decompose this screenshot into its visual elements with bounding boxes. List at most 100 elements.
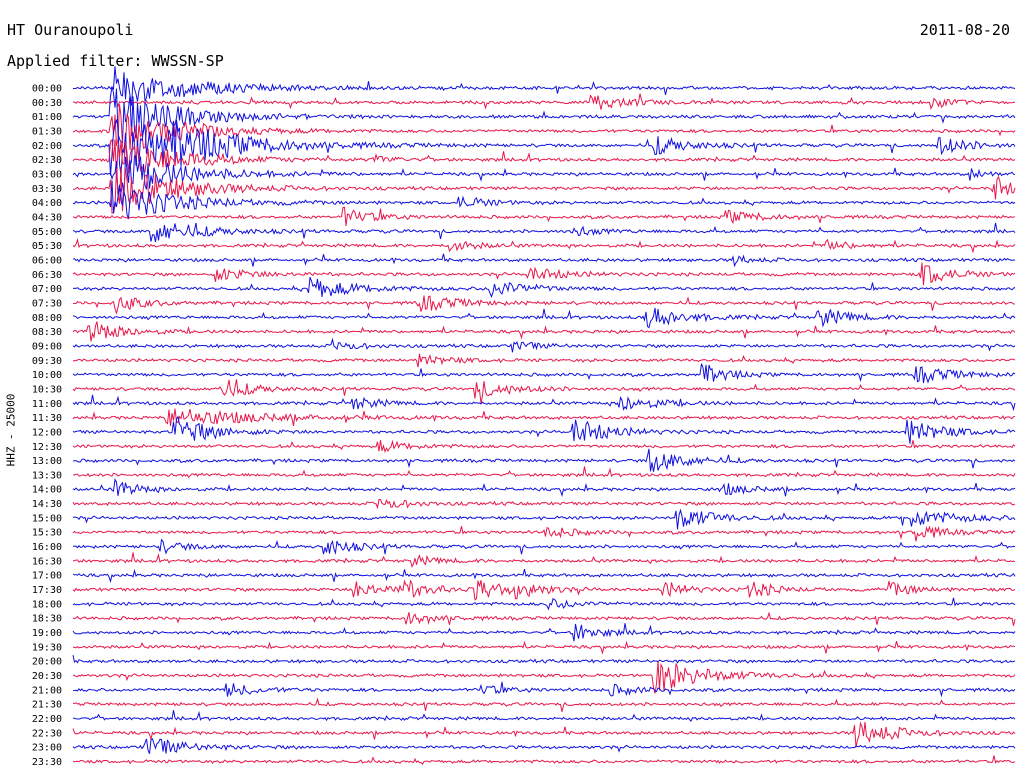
trace-row-0500 [72, 222, 1016, 243]
station-title: HT Ouranoupoli [7, 21, 134, 39]
row-time-label: 05:30 [32, 241, 62, 252]
row-time-label: 22:30 [32, 728, 62, 739]
trace-row-1800 [72, 597, 1016, 611]
trace-row-0030 [72, 93, 1016, 110]
trace-row-1700 [72, 568, 1016, 584]
row-time-label: 18:30 [32, 614, 62, 625]
row-time-label: 02:30 [32, 155, 62, 166]
trace-row-2230 [72, 721, 1016, 748]
row-time-label: 06:30 [32, 270, 62, 281]
trace-row-0830 [72, 321, 1016, 342]
row-time-label: 23:00 [32, 743, 62, 754]
row-time-label: 03:00 [32, 169, 62, 180]
trace-row-1200 [72, 415, 1016, 444]
trace-row-2100 [72, 681, 1016, 698]
trace-row-0600 [72, 253, 1015, 268]
row-time-label: 01:30 [32, 126, 62, 137]
trace-row-1330 [72, 466, 1016, 479]
row-time-label: 09:00 [32, 341, 62, 352]
trace-row-1900 [72, 623, 1016, 642]
trace-row-1430 [72, 498, 1016, 510]
row-time-label: 21:30 [32, 700, 62, 711]
row-time-label: 17:00 [32, 571, 62, 582]
trace-row-0100 [72, 86, 1016, 143]
row-time-label: 12:30 [32, 442, 62, 453]
row-time-label: 07:30 [32, 298, 62, 309]
row-time-label: 21:00 [32, 685, 62, 696]
row-time-label: 07:00 [32, 284, 62, 295]
trace-row-0530 [72, 238, 1016, 254]
row-time-label: 16:00 [32, 542, 62, 553]
row-time-label: 06:00 [32, 255, 62, 266]
trace-row-0400 [72, 180, 1016, 220]
row-time-label: 04:30 [32, 212, 62, 223]
trace-row-1130 [72, 408, 1016, 427]
trace-row-2330 [72, 755, 1016, 766]
trace-row-1930 [72, 640, 1016, 655]
trace-row-2000 [72, 654, 1016, 664]
trace-row-1500 [72, 508, 1016, 530]
trace-row-0330 [72, 166, 1016, 214]
record-date: 2011-08-20 [919, 21, 1010, 39]
trace-row-1630 [73, 552, 1016, 568]
row-time-label: 20:00 [32, 657, 62, 668]
row-time-label: 09:30 [32, 356, 62, 367]
trace-row-1230 [72, 439, 1016, 453]
trace-row-2200 [72, 710, 1016, 722]
trace-row-2130 [72, 697, 1016, 712]
trace-row-0900 [72, 337, 1016, 353]
trace-row-0700 [72, 277, 1016, 298]
row-time-label: 05:00 [32, 227, 62, 238]
trace-row-1830 [72, 611, 1016, 626]
row-time-label: 15:30 [32, 528, 62, 539]
row-time-label: 01:00 [32, 112, 62, 123]
row-time-label: 19:00 [32, 628, 62, 639]
trace-row-0800 [72, 307, 1016, 329]
trace-row-1000 [72, 363, 1016, 384]
row-time-label: 17:30 [32, 585, 62, 596]
trace-row-1730 [72, 579, 1016, 601]
row-time-label: 11:30 [32, 413, 62, 424]
trace-row-2030 [72, 660, 1016, 694]
row-time-label: 16:30 [32, 556, 62, 567]
row-time-label: 08:00 [32, 313, 62, 324]
row-time-label: 12:00 [32, 427, 62, 438]
row-time-label: 18:00 [32, 599, 62, 610]
trace-row-0300 [72, 155, 1016, 196]
row-time-label: 14:00 [32, 485, 62, 496]
row-time-label: 10:30 [32, 384, 62, 395]
trace-row-1300 [72, 448, 1016, 472]
trace-row-0000 [72, 66, 1016, 106]
trace-row-2300 [72, 738, 1016, 754]
row-time-label: 00:00 [32, 84, 62, 95]
trace-row-0230 [72, 138, 1016, 179]
row-time-label: 00:30 [32, 98, 62, 109]
trace-row-1530 [72, 525, 1016, 542]
trace-row-1600 [73, 538, 1016, 555]
row-time-label: 08:30 [32, 327, 62, 338]
trace-row-0430 [72, 206, 1016, 226]
row-time-label: 19:30 [32, 642, 62, 653]
filter-label: Applied filter: WWSSN-SP [7, 52, 224, 70]
trace-row-1100 [72, 394, 1016, 412]
trace-row-0130 [72, 104, 1016, 153]
row-time-label: 13:00 [32, 456, 62, 467]
trace-row-0630 [72, 262, 1016, 286]
trace-row-0200 [72, 119, 1016, 176]
row-time-label: 15:00 [32, 513, 62, 524]
row-time-label: 22:00 [32, 714, 62, 725]
row-time-label: 03:30 [32, 184, 62, 195]
row-time-label: 23:30 [32, 757, 62, 768]
trace-row-0730 [72, 295, 1016, 315]
trace-row-1400 [72, 478, 1016, 498]
row-time-label: 13:30 [32, 470, 62, 481]
row-time-label: 04:00 [32, 198, 62, 209]
row-time-label: 02:00 [32, 141, 62, 152]
trace-row-0930 [72, 353, 1016, 368]
trace-row-1030 [72, 379, 1016, 404]
row-time-label: 10:00 [32, 370, 62, 381]
row-time-label: 20:30 [32, 671, 62, 682]
row-time-label: 11:00 [32, 399, 62, 410]
row-time-label: 14:30 [32, 499, 62, 510]
